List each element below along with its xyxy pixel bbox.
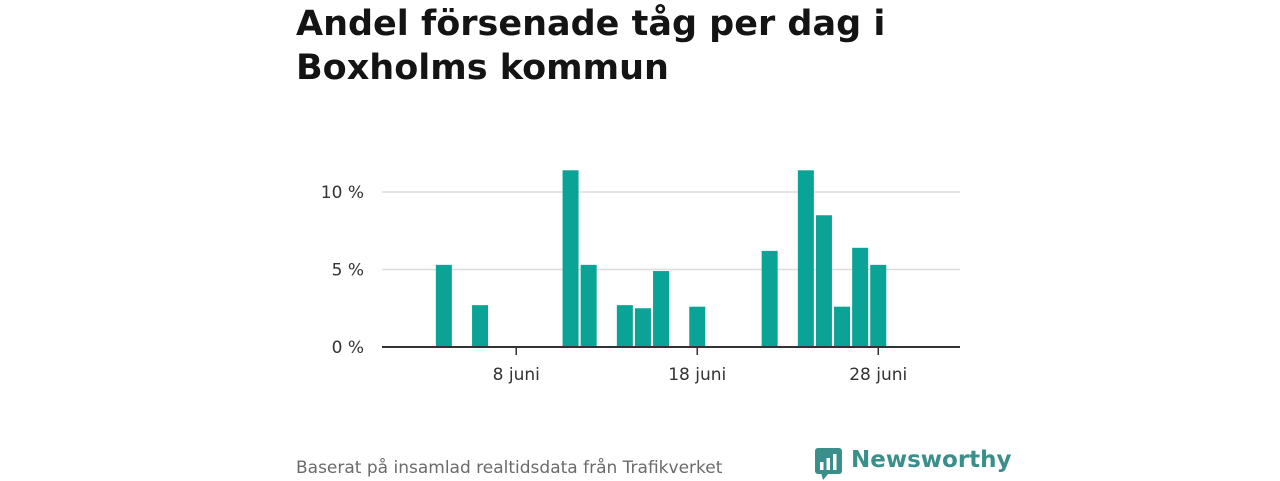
bar[interactable] xyxy=(689,306,706,347)
bar[interactable] xyxy=(472,305,489,347)
grid-lines xyxy=(382,191,960,271)
brand-name: Newsworthy xyxy=(851,447,1012,473)
bar[interactable] xyxy=(852,247,869,347)
bar[interactable] xyxy=(761,250,778,347)
chart-title: Andel försenade tåg per dag i Boxholms k… xyxy=(296,4,886,88)
y-tick-label: 0 % xyxy=(332,338,364,358)
bar[interactable] xyxy=(797,170,814,347)
bar[interactable] xyxy=(634,308,651,347)
newsworthy-logo-icon xyxy=(815,448,842,480)
y-tick-label: 5 % xyxy=(332,261,364,281)
x-ticks: 8 juni 18 juni 28 juni xyxy=(493,347,907,385)
bar[interactable] xyxy=(580,264,597,347)
bar[interactable] xyxy=(870,264,887,347)
bar[interactable] xyxy=(653,271,670,347)
bar[interactable] xyxy=(435,264,452,347)
bars xyxy=(435,170,887,347)
y-tick-label: 10 % xyxy=(321,183,364,203)
x-tick-label: 18 juni xyxy=(668,365,726,385)
bar[interactable] xyxy=(815,215,832,347)
y-ticks: 0 % 5 % 10 % xyxy=(321,183,364,358)
x-tick-label: 8 juni xyxy=(493,365,540,385)
source-note: Baserat på insamlad realtidsdata från Tr… xyxy=(296,458,723,478)
bar[interactable] xyxy=(562,170,579,347)
bar[interactable] xyxy=(616,305,633,347)
bar[interactable] xyxy=(834,306,851,347)
bar-chart: 8 juni 18 juni 28 juni 0 % 5 % 10 % xyxy=(321,170,960,385)
x-tick-label: 28 juni xyxy=(849,365,907,385)
